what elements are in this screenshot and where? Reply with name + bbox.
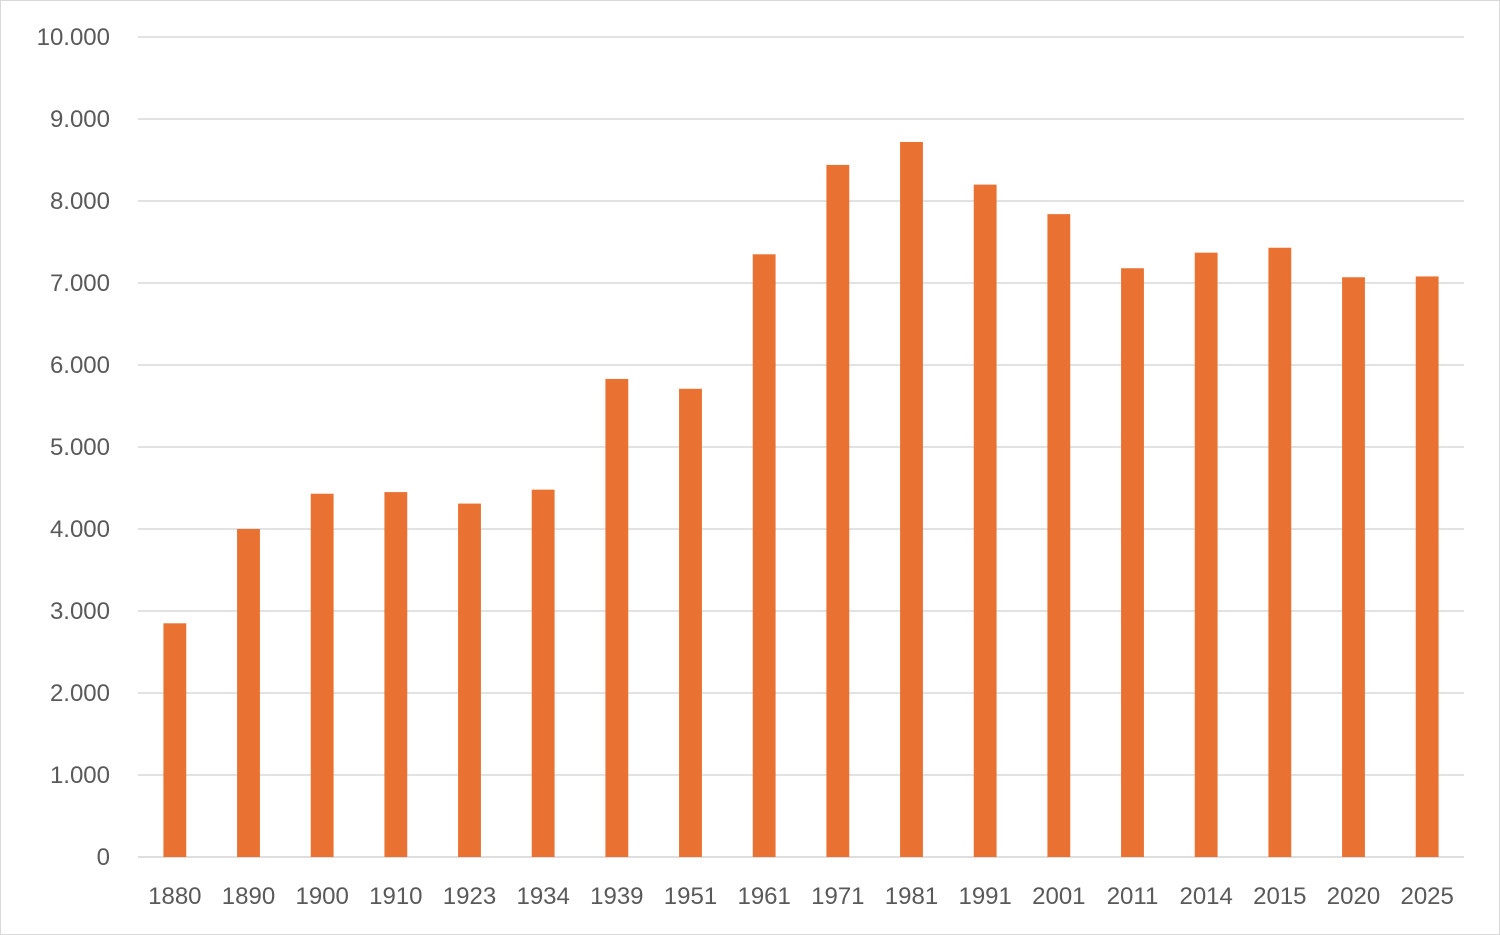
bar-2011 — [1121, 268, 1144, 857]
x-tick-label: 1880 — [148, 883, 201, 910]
x-tick-label: 1971 — [811, 883, 864, 910]
bar-1900 — [310, 493, 334, 857]
bar-2015 — [1268, 247, 1292, 858]
x-tick-label: 2011 — [1107, 883, 1159, 910]
x-tick-label: 2015 — [1253, 883, 1306, 910]
bar-2020 — [1342, 277, 1365, 857]
x-tick-label: 2001 — [1032, 883, 1085, 910]
bar-1951 — [679, 388, 702, 857]
y-tick-label: 9.000 — [50, 106, 110, 133]
y-tick-label: 5.000 — [50, 434, 110, 461]
y-tick-label: 4.000 — [50, 516, 110, 543]
y-tick-label: 2.000 — [50, 680, 110, 707]
x-tick-label: 2025 — [1400, 883, 1453, 910]
x-tick-label: 1934 — [516, 883, 569, 910]
y-tick-label: 0 — [97, 844, 110, 871]
gridlines — [138, 36, 1464, 858]
bar-2014 — [1194, 252, 1218, 857]
x-tick-label: 2014 — [1179, 883, 1232, 910]
x-tick-label: 1961 — [737, 883, 790, 910]
x-tick-label: 1900 — [295, 883, 348, 910]
y-tick-label: 8.000 — [50, 188, 110, 215]
x-tick-label: 1981 — [885, 883, 938, 910]
bar-1961 — [752, 254, 776, 858]
x-tick-label: 1910 — [369, 883, 422, 910]
bars — [163, 141, 1439, 858]
bar-1910 — [384, 492, 408, 857]
bar-2001 — [1047, 214, 1071, 857]
x-tick-label: 1951 — [664, 883, 717, 910]
bar-1971 — [826, 164, 850, 858]
bar-1934 — [531, 489, 555, 857]
y-tick-label: 3.000 — [50, 598, 110, 625]
y-tick-label: 6.000 — [50, 352, 110, 379]
x-axis-tick-labels: 1880 1890 1900 1910 1923 1934 1939 1951 1961 1971… — [148, 883, 1454, 910]
bar-1923 — [458, 503, 481, 857]
y-axis-tick-labels: 0 1.000 2.000 3.000 4.000 5.000 6.000 7.000 8.00… — [37, 24, 110, 871]
x-tick-label: 1991 — [958, 883, 1011, 910]
bar-1939 — [605, 378, 629, 857]
bar-1890 — [237, 529, 260, 857]
x-tick-label: 1939 — [590, 883, 643, 910]
bar-1991 — [973, 184, 997, 858]
y-tick-label: 10.000 — [37, 24, 110, 51]
x-tick-label: 2020 — [1327, 883, 1380, 910]
x-tick-label: 1923 — [443, 883, 496, 910]
y-tick-label: 1.000 — [50, 762, 110, 789]
y-tick-label: 7.000 — [50, 270, 110, 297]
bar-1880 — [163, 623, 187, 857]
bar-1981 — [900, 141, 923, 857]
bar-2025 — [1415, 276, 1439, 857]
x-tick-label: 1890 — [222, 883, 275, 910]
